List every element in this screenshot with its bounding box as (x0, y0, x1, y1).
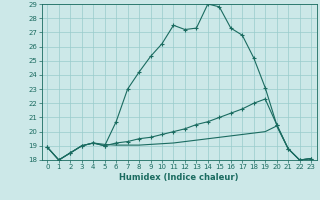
X-axis label: Humidex (Indice chaleur): Humidex (Indice chaleur) (119, 173, 239, 182)
